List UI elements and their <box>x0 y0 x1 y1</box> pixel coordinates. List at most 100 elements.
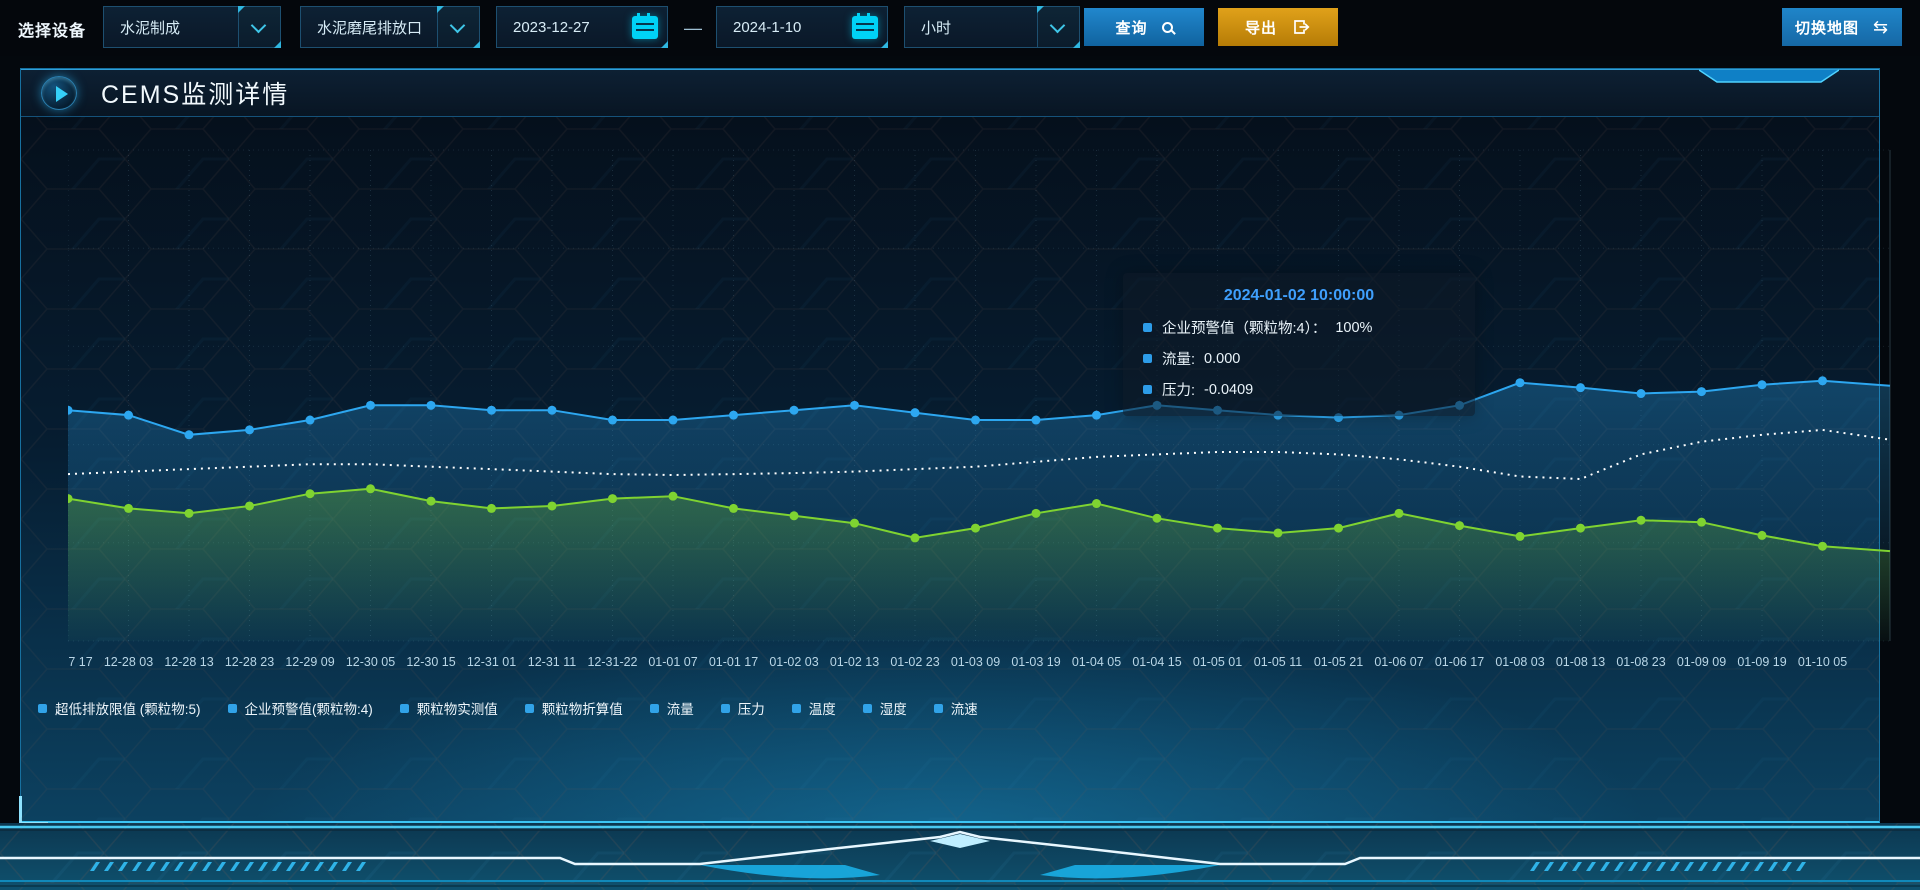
tooltip-item-value: 0.000 <box>1204 350 1241 367</box>
end-date-calendar-box[interactable] <box>843 7 888 48</box>
end-date-value: 2024-1-10 <box>733 18 802 36</box>
x-axis-label: 12-31-22 <box>587 655 637 669</box>
outlet-select-value: 水泥磨尾排放口 <box>317 19 423 37</box>
legend-item[interactable]: 湿度 <box>862 698 907 718</box>
legend-item[interactable]: 压力 <box>720 698 765 718</box>
panel-title: CEMS监测详情 <box>101 81 290 109</box>
x-axis-label: 12-31 01 <box>467 655 516 669</box>
chart-tooltip: 2024-01-02 10:00:00 企业预警值（颗粒物:4）： 100% 流量:… <box>1123 273 1475 416</box>
device-select-value: 水泥制成 <box>120 19 181 37</box>
x-axis-label: 12-30 05 <box>346 655 395 669</box>
play-icon[interactable] <box>41 76 77 110</box>
series-area-2 <box>68 488 1890 641</box>
legend-item-label: 颗粒物实测值 <box>416 702 498 717</box>
device-select[interactable]: 水泥制成 <box>103 6 281 48</box>
x-axis-labels: 12-27 17 12-28 03 12-28 13 12-28 23 12-29 09… <box>68 655 1847 669</box>
cems-line-chart[interactable]: 12-27 17 12-28 03 12-28 13 12-28 23 12-29 09… <box>68 142 1908 677</box>
tooltip-item: 压力: -0.0409 <box>1143 379 1455 400</box>
x-axis-label: 12-28 03 <box>104 655 153 669</box>
interval-select[interactable]: 小时 <box>904 6 1080 48</box>
legend-item-label: 企业预警值(颗粒物:4) <box>244 702 373 717</box>
device-label: 选择设备 <box>18 23 87 40</box>
x-axis-label: 01-08 03 <box>1495 655 1544 669</box>
tooltip-series-marker <box>1143 385 1152 394</box>
x-axis-label: 01-01 17 <box>709 655 758 669</box>
x-axis-label: 01-05 21 <box>1314 655 1363 669</box>
switch-map-button[interactable]: 切换地图 ⇆ <box>1782 8 1902 46</box>
tooltip-timestamp: 2024-01-02 10:00:00 <box>1223 287 1375 304</box>
legend-item[interactable]: 颗粒物实测值 <box>399 698 498 718</box>
legend-item[interactable]: 超低排放限值 (颗粒物:5) <box>38 698 201 718</box>
query-button[interactable]: 查询 <box>1084 8 1204 46</box>
start-date-calendar-box[interactable] <box>623 7 668 48</box>
legend-item[interactable]: 颗粒物折算值 <box>524 698 623 718</box>
chevron-down-icon <box>449 17 466 34</box>
export-button-label: 导出 <box>1244 19 1277 37</box>
x-axis-label: 01-08 23 <box>1616 655 1665 669</box>
interval-select-value: 小时 <box>921 19 952 37</box>
calendar-icon <box>852 12 878 39</box>
legend-marker-icon <box>862 703 872 713</box>
x-axis-label: 12-30 15 <box>406 655 455 669</box>
x-axis-label: 01-06 17 <box>1435 655 1484 669</box>
x-axis-label: 01-03 19 <box>1011 655 1060 669</box>
legend-item-label: 颗粒物折算值 <box>541 702 623 717</box>
tooltip-series-marker <box>1143 354 1152 363</box>
legend-item[interactable]: 企业预警值(颗粒物:4) <box>227 698 373 718</box>
date-range-separator: — <box>684 18 702 38</box>
query-button-label: 查询 <box>1115 19 1148 37</box>
x-axis-label: 12-28 23 <box>225 655 274 669</box>
legend-marker-icon <box>933 703 943 713</box>
search-icon <box>1161 21 1173 33</box>
calendar-icon <box>632 12 658 39</box>
tooltip-series-marker <box>1143 323 1152 332</box>
legend-item[interactable]: 流量 <box>649 698 694 718</box>
x-axis-label: 01-09 09 <box>1677 655 1726 669</box>
end-date-picker[interactable]: 2024-1-10 <box>716 6 888 48</box>
outlet-select-chevron-box[interactable] <box>437 6 480 48</box>
tooltip-item-value: -0.0409 <box>1204 381 1254 398</box>
x-axis-label: 01-08 13 <box>1556 655 1605 669</box>
tooltip-item-label: 企业预警值（颗粒物:4）： <box>1162 321 1327 337</box>
device-select-chevron-box[interactable] <box>238 6 281 48</box>
panel-header: CEMS监测详情 <box>21 69 1879 117</box>
top-toolbar: 选择设备 水泥制成 水泥磨尾排放口 2023-12-27 — 2024-1-10… <box>0 0 1920 56</box>
series-line-1 <box>68 428 1891 481</box>
chart-legend: 超低排放限值 (颗粒物:5) 企业预警值(颗粒物:4) 颗粒物实测值 颗粒物折算值 流量… <box>38 698 978 718</box>
x-axis-label: 01-02 13 <box>830 655 879 669</box>
start-date-picker[interactable]: 2023-12-27 <box>496 6 668 48</box>
cems-panel: CEMS监测详情 12-27 17 12-28 03 12-28 13 12-28 2… <box>19 68 1891 825</box>
series-markers-2 <box>68 484 1827 551</box>
legend-item-label: 超低排放限值 (颗粒物:5) <box>55 702 201 717</box>
legend-marker-icon <box>720 703 730 713</box>
legend-marker-icon <box>649 703 659 713</box>
x-axis-label: 01-09 19 <box>1737 655 1786 669</box>
x-axis-label: 01-04 05 <box>1072 655 1121 669</box>
x-axis-label: 01-06 07 <box>1374 655 1423 669</box>
x-axis-label: 12-29 09 <box>285 655 334 669</box>
tooltip-item: 流量: 0.000 <box>1143 348 1455 369</box>
x-axis-label: 01-03 09 <box>951 655 1000 669</box>
legend-marker-icon <box>524 703 534 713</box>
x-axis-label: 01-04 15 <box>1132 655 1181 669</box>
export-icon <box>1294 20 1310 34</box>
header-notch-decoration <box>1699 69 1839 83</box>
x-axis-label: 12-27 17 <box>68 655 93 669</box>
chevron-down-icon <box>1049 17 1066 34</box>
x-axis-label: 12-31 11 <box>528 655 576 669</box>
chevron-down-icon <box>250 17 267 34</box>
legend-item-label: 流量 <box>666 702 694 717</box>
legend-marker-icon <box>227 703 237 713</box>
bottom-frame-decoration <box>0 823 1920 890</box>
switch-map-label: 切换地图 <box>1794 19 1859 37</box>
x-axis-label: 01-05 11 <box>1254 655 1302 669</box>
legend-item-label: 温度 <box>808 702 836 717</box>
legend-item[interactable]: 温度 <box>791 698 836 718</box>
legend-item[interactable]: 流速 <box>933 698 978 718</box>
x-axis-label: 01-05 01 <box>1193 655 1242 669</box>
outlet-select[interactable]: 水泥磨尾排放口 <box>300 6 480 48</box>
x-axis-label: 01-02 03 <box>769 655 818 669</box>
x-axis-label: 12-28 13 <box>164 655 213 669</box>
export-button[interactable]: 导出 <box>1218 8 1338 46</box>
interval-select-chevron-box[interactable] <box>1037 6 1080 48</box>
